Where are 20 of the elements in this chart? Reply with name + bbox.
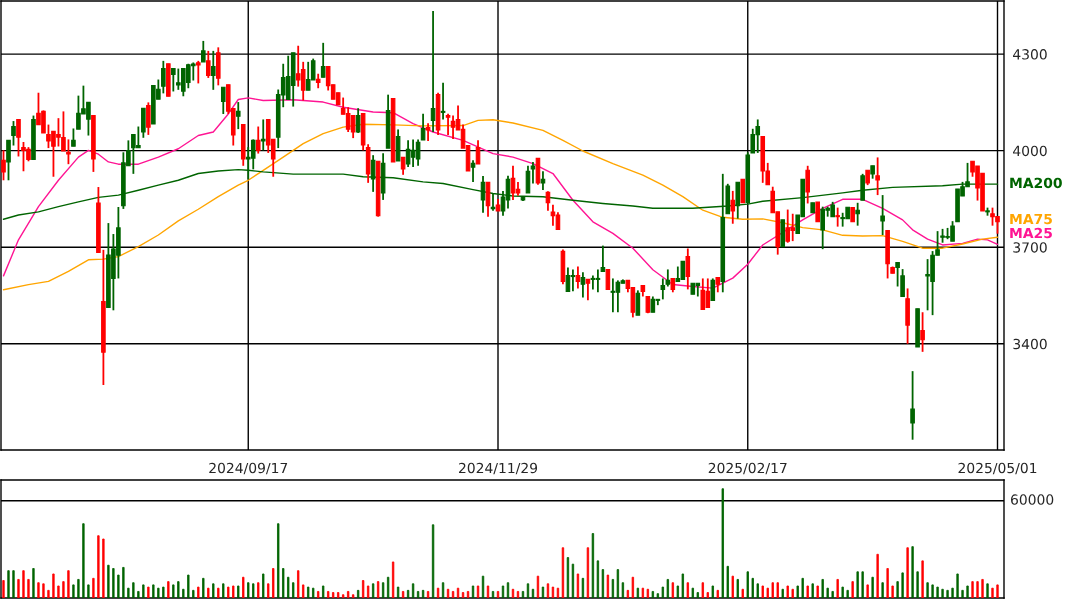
y-tick-label: 4300 bbox=[1013, 49, 1047, 60]
y-tick-label: 3700 bbox=[1013, 242, 1047, 253]
y-tick-label: 4000 bbox=[1013, 145, 1047, 157]
candlestick bbox=[815, 201, 820, 223]
x-tick-label: 2024/09/17 bbox=[209, 462, 288, 475]
x-tick-label: 2024/11/29 bbox=[459, 462, 538, 475]
series-label: MA25 bbox=[1010, 227, 1052, 239]
candlestick bbox=[915, 307, 920, 348]
candlestick bbox=[905, 287, 910, 345]
candlestick bbox=[740, 178, 746, 204]
candlestick bbox=[1, 149, 6, 182]
candlestick bbox=[390, 97, 396, 163]
y-tick-label: 3400 bbox=[1013, 338, 1047, 350]
text: 60000 bbox=[1010, 494, 1054, 505]
candlestick bbox=[910, 370, 915, 441]
series-label: MA200 bbox=[1010, 177, 1062, 189]
candlestick bbox=[66, 138, 71, 166]
series-label: MA75 bbox=[1010, 213, 1052, 225]
x-tick-label: 2025/05/01 bbox=[958, 462, 1037, 475]
x-tick-label: 2025/02/17 bbox=[708, 462, 787, 475]
